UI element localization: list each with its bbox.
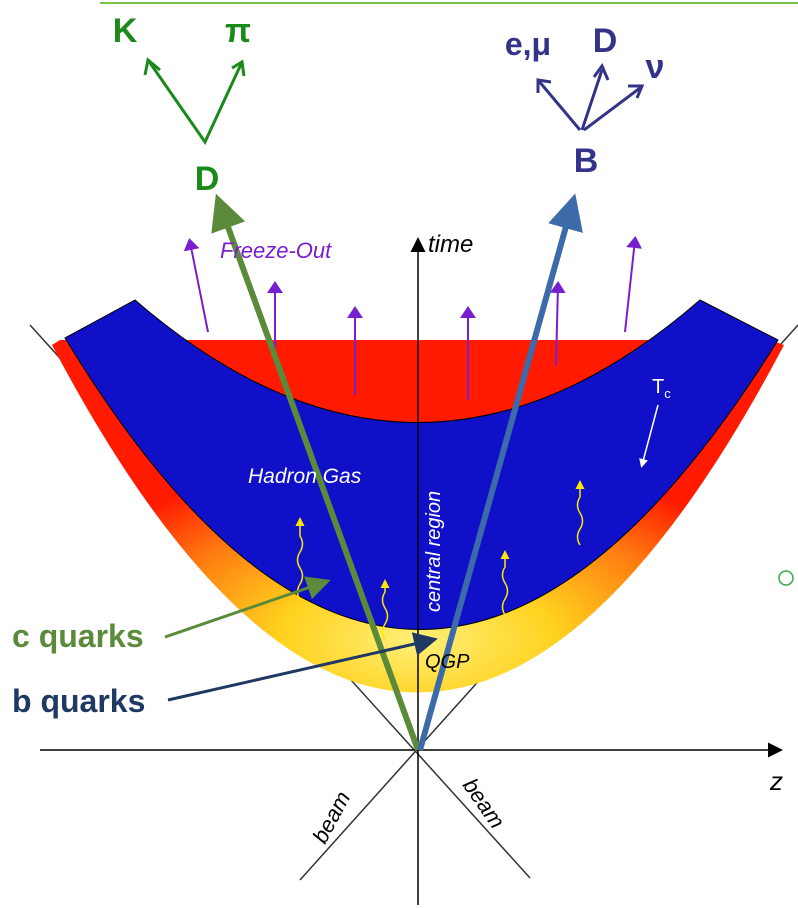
pion: π [225, 12, 251, 50]
freeze-out-label: Freeze-Out [220, 238, 332, 263]
diagram: K π D e,μ D ν B Freeze-Out time Tc Hadro… [0, 0, 798, 908]
kaon: K [113, 12, 138, 50]
tc-main: T [652, 376, 664, 398]
lepton: e,μ [505, 26, 551, 62]
time-label: time [428, 231, 473, 258]
beam-right-label: beam [458, 774, 510, 833]
c-quarks-label: c quarks [12, 618, 144, 654]
tc-sub: c [664, 386, 671, 401]
charm-meson: D [195, 160, 220, 198]
beauty-meson: B [574, 142, 599, 180]
beauty-decay-d: D [593, 22, 618, 60]
b-quarks-label: b quarks [12, 683, 145, 719]
z-label: z [769, 766, 783, 796]
charm-decay-arrows [145, 60, 244, 142]
qgp-label: QGP [425, 651, 470, 673]
hadron-gas-label: Hadron Gas [248, 465, 362, 488]
beam-left-label: beam [307, 787, 355, 847]
beauty-decay-arrows [538, 66, 642, 130]
central-region-label: central region [423, 491, 445, 612]
decor-circle [779, 571, 793, 585]
neutrino: ν [646, 48, 665, 86]
